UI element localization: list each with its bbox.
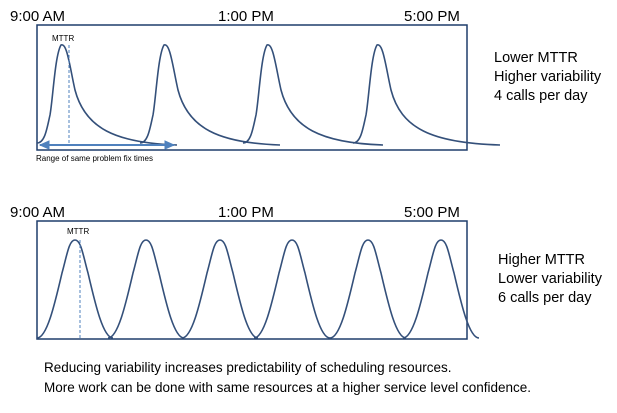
bottom-mttr-label: MTTR [67, 227, 89, 236]
top-curve-2 [139, 44, 281, 146]
footer-line-2: More work can be done with same resource… [44, 380, 531, 395]
top-time-mid: 1:00 PM [218, 8, 274, 25]
bottom-time-end: 5:00 PM [404, 204, 460, 221]
top-side-line-3: 4 calls per day [494, 88, 588, 104]
bottom-curve-1 [36, 239, 114, 339]
top-frame [36, 24, 468, 151]
top-time-start: 9:00 AM [10, 8, 65, 25]
top-curve-4 [352, 44, 501, 146]
bottom-time-start: 9:00 AM [10, 204, 65, 221]
bottom-time-mid: 1:00 PM [218, 204, 274, 221]
top-curve-3 [242, 44, 384, 146]
bottom-curve-3 [181, 239, 259, 339]
top-mttr-label: MTTR [52, 34, 74, 43]
footer-line-1: Reducing variability increases predictab… [44, 360, 451, 375]
top-curve-1 [36, 44, 178, 146]
bottom-curve-2 [107, 239, 185, 339]
top-panel: 9:00 AM 1:00 PM 5:00 PM MTTR Range of sa… [10, 8, 602, 163]
top-time-end: 5:00 PM [404, 8, 460, 25]
bottom-panel: 9:00 AM 1:00 PM 5:00 PM MTTR Higher MTTR… [10, 204, 603, 340]
bottom-curves [36, 239, 480, 339]
bottom-side-line-2: Lower variability [498, 271, 603, 287]
bottom-side-line-3: 6 calls per day [498, 290, 592, 306]
top-curves [36, 44, 501, 146]
bottom-frame [36, 220, 468, 340]
top-side-line-1: Lower MTTR [494, 50, 578, 66]
top-side-line-2: Higher variability [494, 69, 602, 85]
bottom-curve-5 [329, 239, 407, 339]
range-label: Range of same problem fix times [36, 154, 153, 163]
bottom-curve-6 [402, 239, 480, 339]
bottom-curve-4 [253, 239, 331, 339]
bottom-side-line-1: Higher MTTR [498, 252, 585, 268]
